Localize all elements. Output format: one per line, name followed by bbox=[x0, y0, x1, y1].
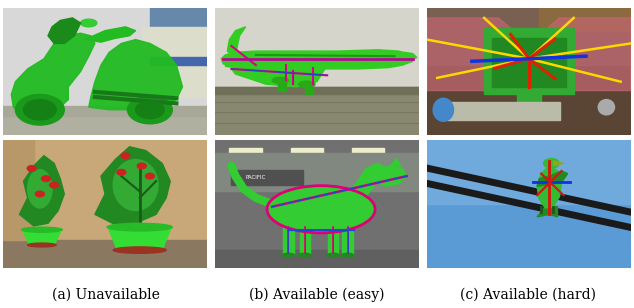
Polygon shape bbox=[109, 230, 171, 250]
Bar bbox=[215, 87, 419, 135]
Polygon shape bbox=[537, 171, 567, 186]
Circle shape bbox=[121, 153, 130, 159]
Bar bbox=[278, 80, 287, 91]
Bar bbox=[427, 8, 631, 65]
Polygon shape bbox=[85, 27, 136, 42]
Bar bbox=[500, 105, 557, 110]
Polygon shape bbox=[225, 61, 252, 69]
Bar bbox=[230, 148, 262, 153]
Circle shape bbox=[127, 96, 172, 124]
Circle shape bbox=[136, 101, 164, 119]
Bar bbox=[150, 8, 207, 65]
Ellipse shape bbox=[28, 243, 56, 247]
Ellipse shape bbox=[327, 253, 339, 257]
Ellipse shape bbox=[299, 81, 315, 87]
Ellipse shape bbox=[598, 99, 614, 115]
Polygon shape bbox=[519, 18, 631, 91]
Ellipse shape bbox=[22, 227, 62, 232]
Bar bbox=[484, 28, 574, 95]
Polygon shape bbox=[537, 207, 557, 217]
Bar bbox=[448, 102, 559, 120]
Bar bbox=[231, 170, 302, 185]
Bar bbox=[517, 92, 541, 107]
Polygon shape bbox=[403, 52, 417, 61]
Circle shape bbox=[36, 191, 44, 197]
Bar bbox=[215, 250, 419, 268]
Ellipse shape bbox=[268, 186, 374, 232]
Bar bbox=[342, 220, 353, 255]
Polygon shape bbox=[537, 166, 562, 208]
Bar bbox=[328, 220, 339, 255]
Polygon shape bbox=[372, 166, 406, 186]
Bar bbox=[150, 58, 207, 65]
Polygon shape bbox=[553, 161, 564, 166]
Bar bbox=[300, 220, 310, 255]
Bar bbox=[290, 148, 323, 153]
Polygon shape bbox=[48, 18, 81, 43]
Bar bbox=[3, 140, 207, 240]
Circle shape bbox=[543, 159, 559, 168]
Polygon shape bbox=[231, 65, 327, 87]
Circle shape bbox=[15, 95, 64, 125]
Circle shape bbox=[23, 99, 56, 120]
Ellipse shape bbox=[433, 98, 453, 121]
Text: (c) Available (hard): (c) Available (hard) bbox=[460, 288, 597, 302]
Circle shape bbox=[145, 173, 154, 179]
Bar bbox=[3, 140, 34, 240]
Bar bbox=[539, 8, 631, 31]
Bar bbox=[215, 153, 419, 191]
Bar bbox=[427, 91, 631, 135]
Bar bbox=[305, 84, 313, 95]
Polygon shape bbox=[349, 163, 386, 197]
Ellipse shape bbox=[113, 247, 166, 253]
Bar bbox=[492, 38, 566, 87]
Text: (b) Available (easy): (b) Available (easy) bbox=[249, 287, 385, 302]
Ellipse shape bbox=[272, 77, 288, 83]
Ellipse shape bbox=[81, 19, 97, 27]
Circle shape bbox=[137, 163, 146, 169]
Polygon shape bbox=[95, 147, 171, 225]
Polygon shape bbox=[391, 158, 401, 166]
Bar bbox=[142, 27, 207, 97]
Polygon shape bbox=[89, 40, 183, 110]
Bar bbox=[3, 112, 207, 135]
Bar bbox=[3, 240, 207, 268]
Circle shape bbox=[41, 176, 51, 181]
Bar bbox=[3, 106, 207, 116]
Circle shape bbox=[117, 169, 126, 175]
Ellipse shape bbox=[282, 253, 295, 257]
Text: (a) Unavailable: (a) Unavailable bbox=[52, 288, 160, 302]
Text: PACIFIC: PACIFIC bbox=[245, 175, 266, 180]
Bar bbox=[215, 8, 419, 87]
Ellipse shape bbox=[113, 160, 158, 211]
Bar bbox=[283, 220, 294, 255]
Circle shape bbox=[49, 182, 58, 188]
Ellipse shape bbox=[107, 223, 172, 231]
Polygon shape bbox=[20, 156, 64, 226]
Ellipse shape bbox=[28, 170, 52, 208]
Polygon shape bbox=[23, 232, 60, 245]
Ellipse shape bbox=[299, 253, 311, 257]
Polygon shape bbox=[221, 50, 413, 69]
Bar bbox=[352, 148, 384, 153]
Polygon shape bbox=[11, 33, 95, 115]
Polygon shape bbox=[228, 27, 245, 55]
Ellipse shape bbox=[342, 253, 354, 257]
Bar bbox=[215, 87, 419, 95]
Circle shape bbox=[27, 166, 36, 171]
Polygon shape bbox=[427, 18, 539, 91]
Bar bbox=[427, 140, 631, 204]
